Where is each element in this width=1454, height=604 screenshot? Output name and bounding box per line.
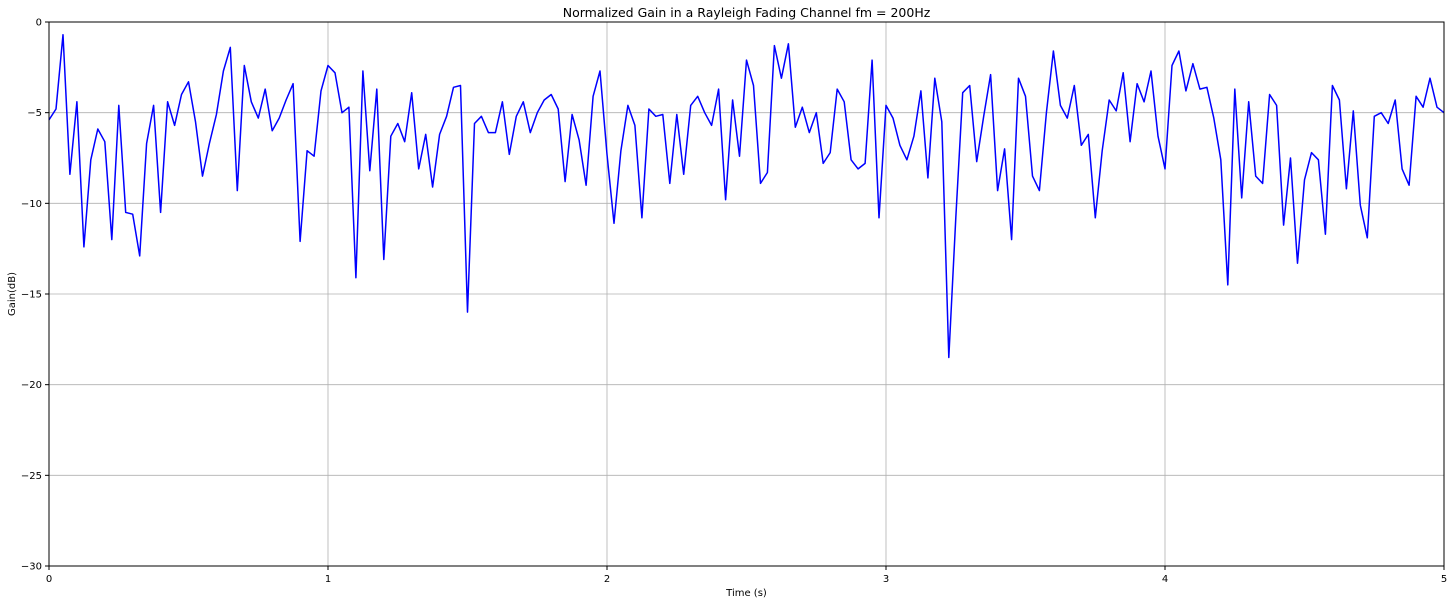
x-tick-label: 0 [46, 574, 52, 585]
y-axis-ticks: 0 −5 −10 −15 −20 −25 −30 [21, 18, 49, 573]
x-tick-label: 2 [604, 574, 610, 585]
y-tick-label: −10 [21, 199, 42, 210]
x-axis-ticks: 0 1 2 3 4 5 [46, 566, 1447, 585]
y-tick-label: −30 [21, 562, 42, 573]
series-layer [48, 33, 1445, 359]
x-axis-label: Time (s) [725, 588, 767, 599]
x-tick-label: 3 [883, 574, 889, 585]
y-tick-label: 0 [36, 18, 42, 29]
y-tick-label: −25 [21, 471, 42, 482]
y-tick-label: −20 [21, 380, 42, 391]
x-tick-label: 4 [1162, 574, 1168, 585]
y-axis-label: Gain(dB) [7, 272, 18, 316]
series-line [48, 33, 1445, 359]
x-tick-label: 5 [1441, 574, 1447, 585]
x-tick-label: 1 [325, 574, 331, 585]
chart-title: Normalized Gain in a Rayleigh Fading Cha… [563, 5, 931, 20]
y-tick-label: −5 [27, 108, 42, 119]
y-tick-label: −15 [21, 290, 42, 301]
